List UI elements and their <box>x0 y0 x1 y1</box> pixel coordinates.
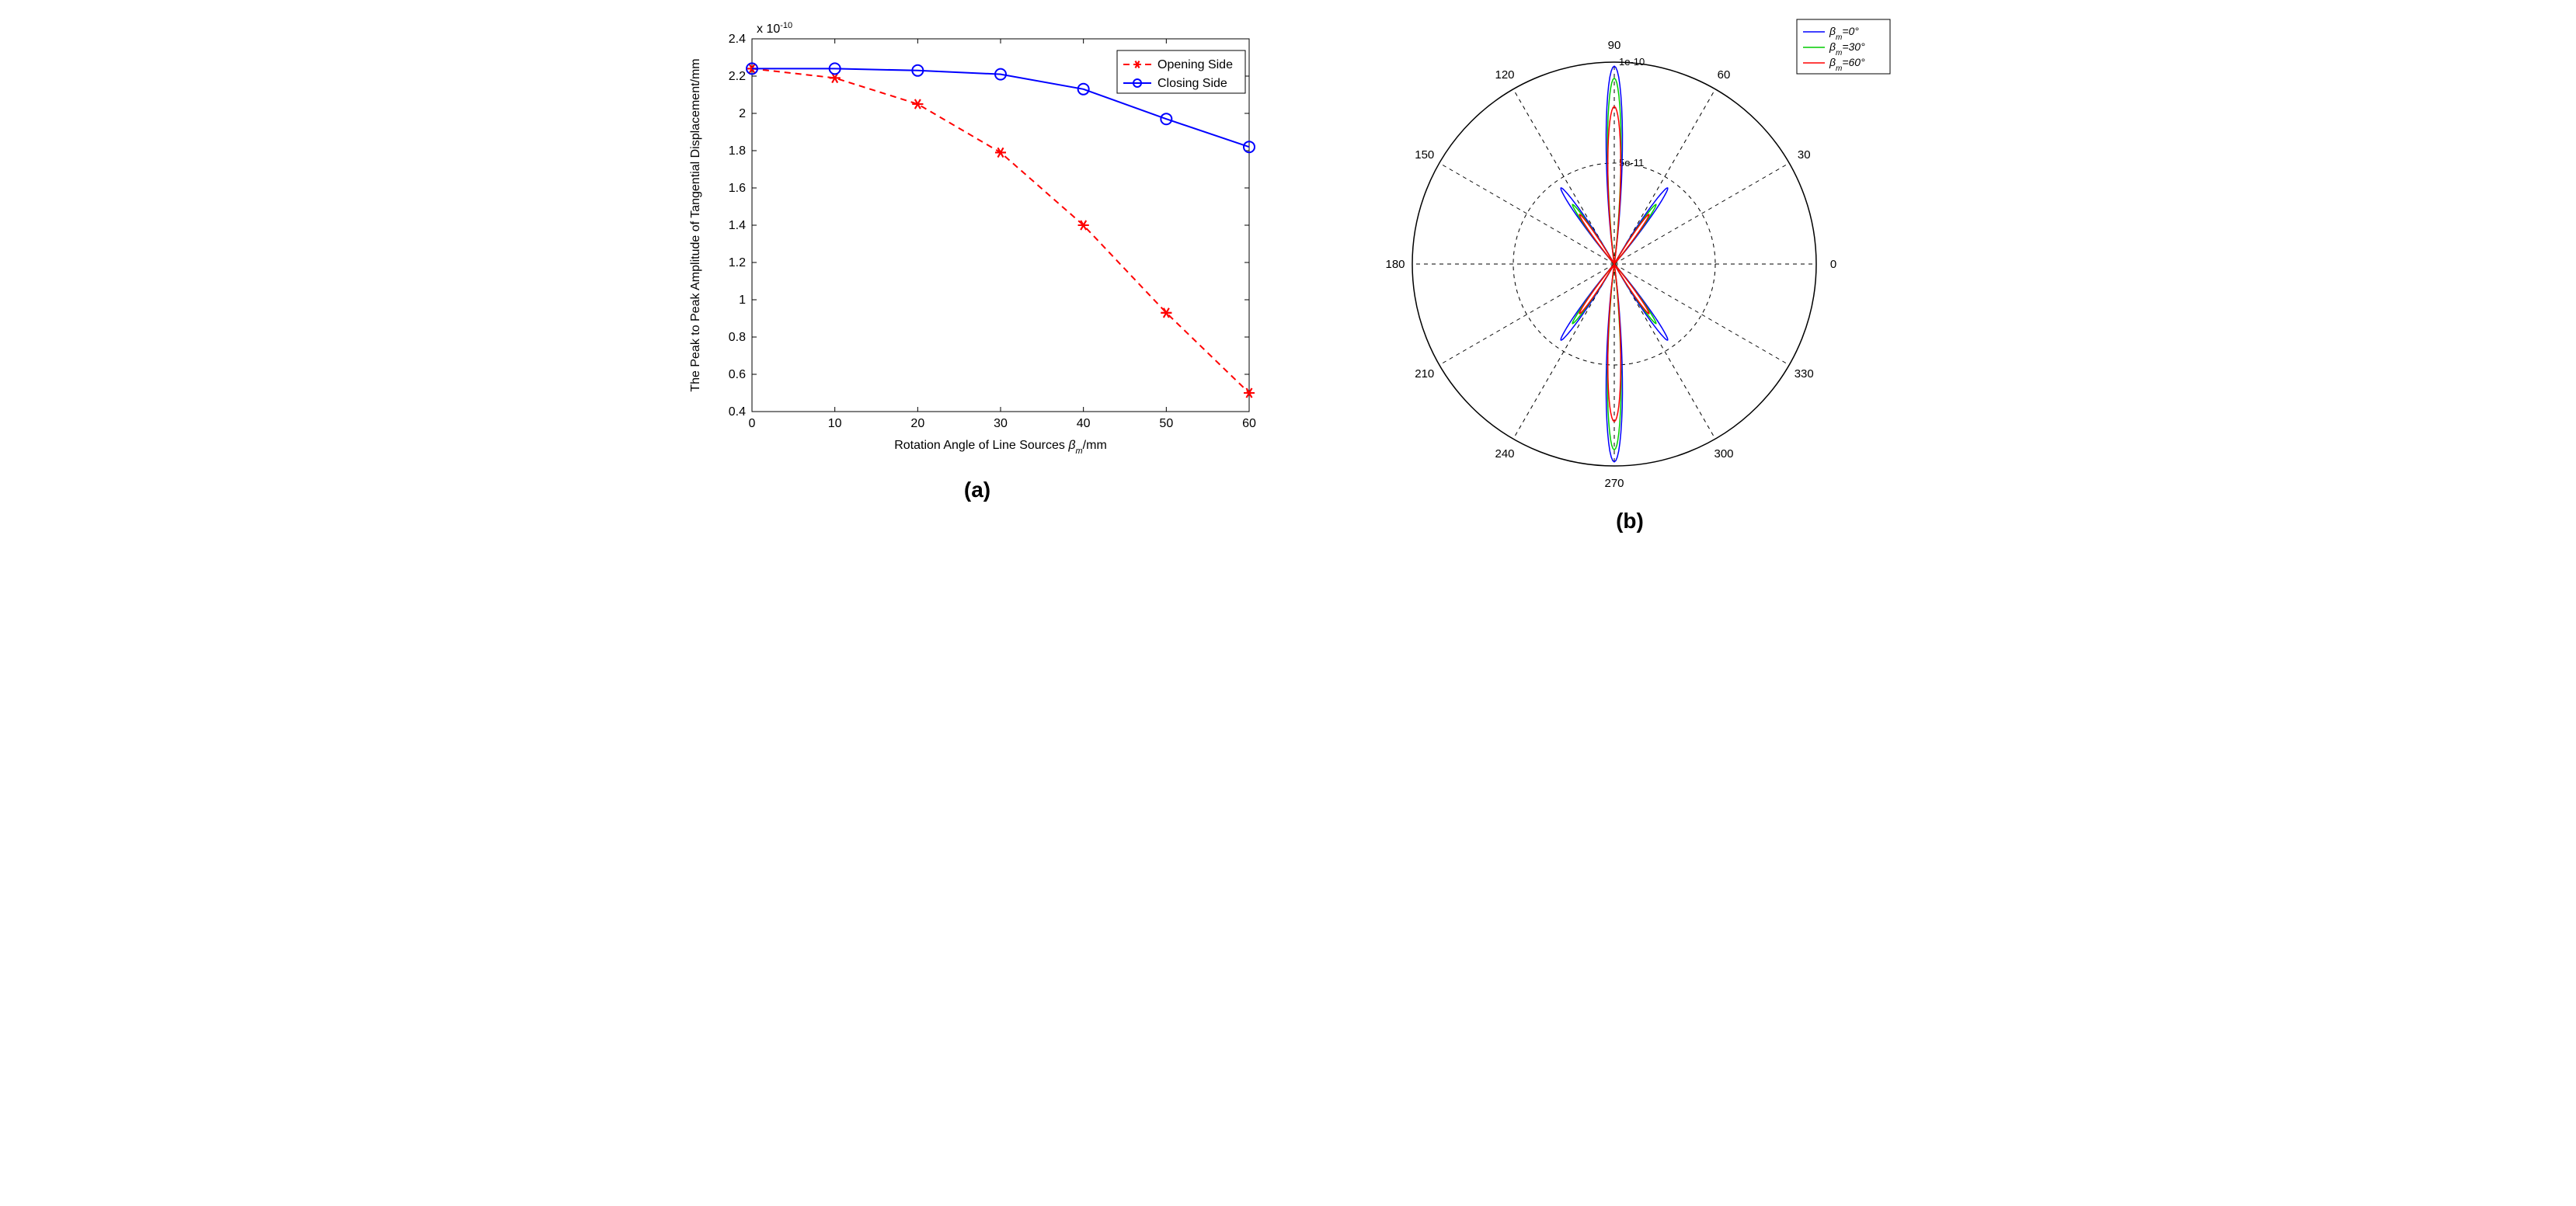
svg-text:10: 10 <box>828 417 842 430</box>
sublabel-b: (b) <box>1616 509 1644 533</box>
svg-text:240: 240 <box>1495 447 1514 461</box>
polar-chart: 03060901201501802102402703003301e-105e-1… <box>1366 16 1894 497</box>
svg-text:1.6: 1.6 <box>729 182 746 195</box>
svg-text:120: 120 <box>1495 68 1514 82</box>
svg-text:180: 180 <box>1385 258 1405 271</box>
svg-text:2.2: 2.2 <box>729 70 746 83</box>
figure-container: 0 10 20 30 40 50 60 0.4 0.6 0.8 1 1.2 1.4 1.6 1.8 2 2.2 2… <box>16 16 2560 533</box>
svg-text:90: 90 <box>1608 39 1621 52</box>
panel-b: 03060901201501802102402703003301e-105e-1… <box>1366 16 1894 533</box>
panel-a: 0 10 20 30 40 50 60 0.4 0.6 0.8 1 1.2 1.4 1.6 1.8 2 2.2 2… <box>682 16 1272 502</box>
svg-text:150: 150 <box>1415 148 1434 162</box>
svg-text:The Peak to Peak Amplitude of: The Peak to Peak Amplitude of Tangential… <box>689 58 702 391</box>
sublabel-a: (a) <box>964 478 990 502</box>
svg-text:40: 40 <box>1077 417 1091 430</box>
svg-text:1.4: 1.4 <box>729 219 746 232</box>
line-chart: 0 10 20 30 40 50 60 0.4 0.6 0.8 1 1.2 1.4 1.6 1.8 2 2.2 2… <box>682 16 1272 466</box>
svg-text:Closing Side: Closing Side <box>1157 77 1227 90</box>
svg-text:x 10-10: x 10-10 <box>757 21 792 36</box>
svg-text:0.8: 0.8 <box>729 331 746 344</box>
svg-text:1.8: 1.8 <box>729 144 746 158</box>
svg-text:60: 60 <box>1242 417 1256 430</box>
svg-text:0: 0 <box>1830 258 1836 271</box>
svg-text:0.6: 0.6 <box>729 368 746 381</box>
svg-text:2.4: 2.4 <box>729 33 746 46</box>
svg-text:Rotation Angle of Line Sources: Rotation Angle of Line Sources βm/mm <box>894 439 1107 456</box>
svg-text:1e-10: 1e-10 <box>1619 56 1645 68</box>
svg-text:Opening Side: Opening Side <box>1157 58 1233 71</box>
svg-text:0.4: 0.4 <box>729 405 746 419</box>
svg-text:2: 2 <box>739 107 746 120</box>
svg-text:30: 30 <box>1798 148 1811 162</box>
svg-text:330: 330 <box>1794 367 1814 381</box>
svg-text:1.2: 1.2 <box>729 256 746 269</box>
svg-text:300: 300 <box>1714 447 1733 461</box>
svg-text:210: 210 <box>1415 367 1434 381</box>
svg-text:1: 1 <box>739 294 746 307</box>
svg-text:30: 30 <box>994 417 1008 430</box>
svg-text:0: 0 <box>749 417 756 430</box>
svg-text:270: 270 <box>1604 477 1624 490</box>
svg-text:50: 50 <box>1159 417 1173 430</box>
svg-text:20: 20 <box>910 417 924 430</box>
svg-text:60: 60 <box>1718 68 1731 82</box>
